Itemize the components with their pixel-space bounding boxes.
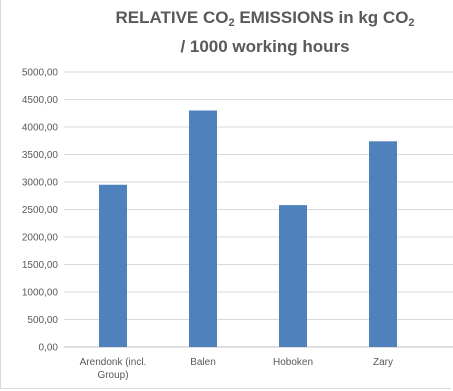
bar [279, 205, 307, 347]
y-tick-label: 1000,00 [22, 288, 59, 299]
bar [189, 110, 217, 347]
title-part: EMISSIONS in kg CO [234, 8, 409, 27]
y-tick-label: 2000,00 [22, 233, 59, 244]
x-category-label: Hoboken [273, 357, 313, 368]
bar [369, 141, 397, 347]
chart-title: RELATIVE CO2 EMISSIONS in kg CO2 / 1000 … [60, 6, 453, 58]
x-category-label: Zary [373, 357, 393, 368]
x-category-label: Group) [97, 370, 128, 381]
y-tick-label: 3000,00 [22, 178, 59, 189]
y-tick-label: 3500,00 [22, 150, 59, 161]
x-category-label: Arendonk (incl. [80, 357, 147, 368]
y-tick-label: 4500,00 [22, 95, 59, 106]
y-tick-label: 500,00 [27, 315, 58, 326]
y-tick-label: 4000,00 [22, 123, 59, 134]
y-tick-label: 0,00 [39, 343, 59, 354]
title-line2: / 1000 working hours [180, 37, 350, 56]
x-category-label: Balen [190, 357, 216, 368]
title-subscript: 2 [408, 17, 415, 29]
title-subscript: 2 [228, 17, 235, 29]
bar [99, 184, 127, 347]
y-tick-label: 1500,00 [22, 260, 59, 271]
y-tick-label: 2500,00 [22, 205, 59, 216]
title-part: RELATIVE CO [115, 8, 229, 27]
y-tick-label: 5000,00 [22, 68, 59, 79]
